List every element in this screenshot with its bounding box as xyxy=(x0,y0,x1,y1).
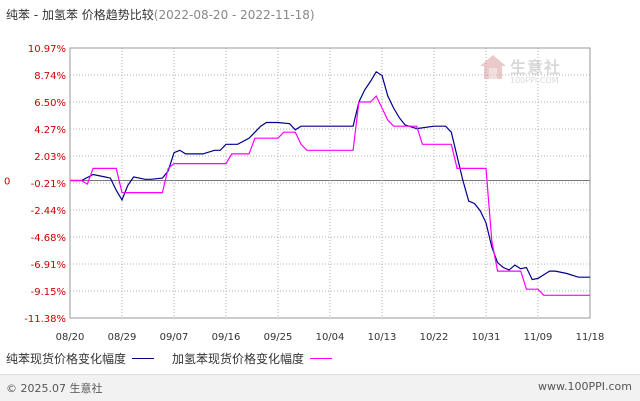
series-line-1 xyxy=(70,70,590,281)
legend-swatch-series1 xyxy=(132,358,155,359)
x-tick-label: 10/31 xyxy=(472,332,501,343)
legend-label-series2: 加氢苯现货价格变化幅度 xyxy=(172,352,305,366)
watermark-name: 生意社 xyxy=(510,58,562,77)
y-axis-ticks: 10.97% 8.74% 6.50% 4.27% 2.03% -0.21% -2.44% -4… xyxy=(4,44,66,325)
x-tick-label: 09/25 xyxy=(264,332,293,343)
house-logo-icon xyxy=(480,55,506,79)
y-tick-label: -2.44% xyxy=(31,206,66,217)
y-tick-label: -4.68% xyxy=(31,233,66,244)
series-layer xyxy=(70,70,590,296)
y-tick-label: -0.21% xyxy=(31,179,66,190)
x-tick-label: 09/16 xyxy=(212,332,241,343)
x-tick-label: 11/09 xyxy=(524,332,553,343)
y-tick-label: 10.97% xyxy=(28,44,66,55)
footer: © 2025.07 生意社 www.100PPI.com xyxy=(0,374,640,401)
chart-title-dates: (2022-08-20 - 2022-11-18) xyxy=(153,8,315,22)
footer-url[interactable]: www.100PPI.com xyxy=(538,380,632,393)
legend-swatch-series2 xyxy=(310,358,333,359)
x-tick-label: 11/18 xyxy=(576,332,605,343)
y-tick-label: -11.38% xyxy=(24,314,66,325)
x-tick-label: 10/04 xyxy=(316,332,345,343)
y-tick-label: 6.50% xyxy=(34,98,66,109)
price-trend-chart: 10.97% 8.74% 6.50% 4.27% 2.03% -0.21% -2.44% -4… xyxy=(4,44,605,343)
plot-border xyxy=(69,47,591,319)
chart-title: 纯苯 - 加氢苯 价格趋势比较(2022-08-20 - 2022-11-18) xyxy=(6,6,315,23)
chart-title-main: 纯苯 - 加氢苯 价格趋势比较 xyxy=(6,8,154,22)
watermark: 生意社 100PPI.COM xyxy=(478,52,578,92)
watermark-url: 100PPI.COM xyxy=(510,76,559,85)
y-tick-label: 2.03% xyxy=(34,152,66,163)
x-tick-label: 10/13 xyxy=(368,332,397,343)
legend: 纯苯现货价格变化幅度 加氢苯现货价格变化幅度 xyxy=(6,350,350,367)
footer-copyright: © 2025.07 生意社 xyxy=(6,382,103,395)
legend-label-series1: 纯苯现货价格变化幅度 xyxy=(6,352,127,366)
y-tick-label: -9.15% xyxy=(31,287,66,298)
x-tick-label: 08/20 xyxy=(56,332,85,343)
x-tick-label: 08/29 xyxy=(108,332,137,343)
series-line-2 xyxy=(70,94,590,296)
y-tick-label: 8.74% xyxy=(34,71,66,82)
y-tick-label: 4.27% xyxy=(34,125,66,136)
x-axis-ticks: 08/20 08/29 09/07 09/16 09/25 10/04 10/13 10/22… xyxy=(56,332,605,343)
x-tick-label: 10/22 xyxy=(420,332,449,343)
zero-tick-label: 0 xyxy=(4,177,10,188)
x-tick-label: 09/07 xyxy=(160,332,189,343)
y-tick-label: -6.91% xyxy=(31,260,66,271)
